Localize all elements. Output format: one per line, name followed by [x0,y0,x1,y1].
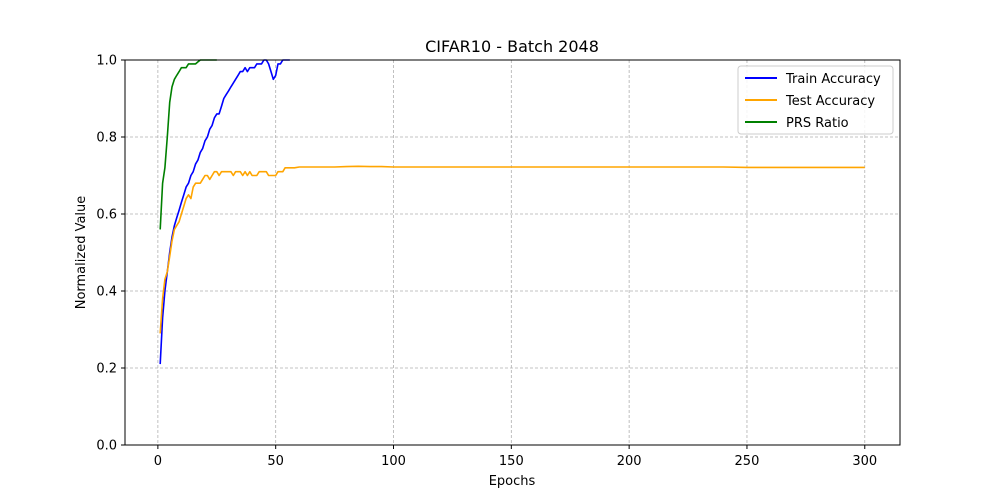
legend-box [737,65,894,135]
x-tick-label: 100 [381,454,406,469]
x-tick-label: 300 [852,454,877,469]
legend-label-train-accuracy: Train Accuracy [785,72,881,87]
y-tick-label: 0.4 [96,285,117,300]
plot-frame [124,59,901,446]
y-axis-title: Normalized Value [74,196,89,310]
x-tick-label: 250 [735,454,760,469]
series-line-test-accuracy [159,165,865,334]
x-tick-label: 150 [499,454,524,469]
x-tick-label: 50 [267,454,284,469]
y-tick-label: 0.6 [96,208,117,223]
y-tick-label: 0.8 [96,131,117,146]
y-tick-label: 0.2 [96,362,117,377]
x-axis-title: Epochs [489,474,536,489]
ticks: 0 50 100 150 200 250 300 0.0 0.2 0.4 0.6 0.8 1.0 [96,54,877,470]
y-tick-label: 0.0 [96,439,117,454]
x-tick-label: 0 [154,454,162,469]
chart-title: CIFAR10 - Batch 2048 [425,37,599,56]
y-tick-label: 1.0 [96,54,117,69]
legend-label-test-accuracy: Test Accuracy [785,94,875,109]
x-tick-label: 200 [617,454,642,469]
legend: Train Accuracy Test Accuracy PRS Ratio [737,65,894,135]
legend-label-prs-ratio: PRS Ratio [786,116,849,131]
series-line-train-accuracy [159,59,290,365]
